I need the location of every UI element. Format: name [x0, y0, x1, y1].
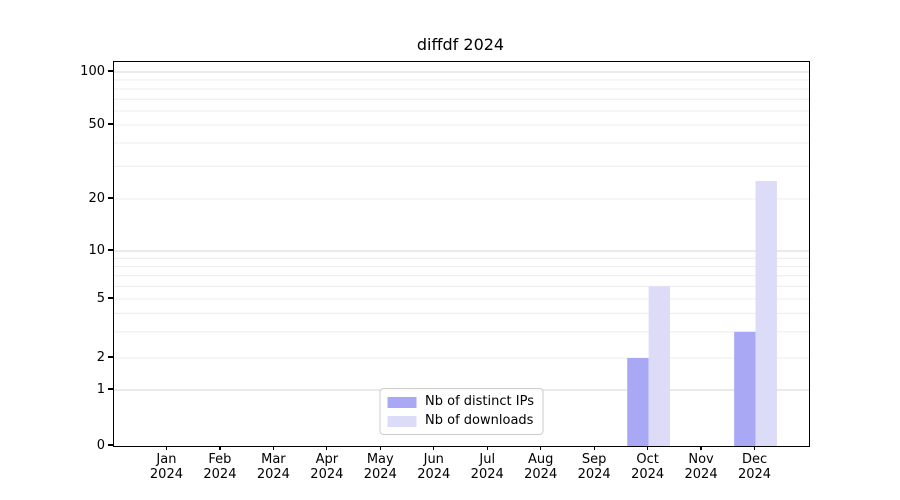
- y-tick-label-0: 0: [96, 437, 105, 453]
- x-tick-mark-nov: [700, 446, 702, 450]
- x-tick-label-dec: Dec 2024: [727, 452, 783, 482]
- x-tick-month-text: Jun: [423, 452, 444, 467]
- x-tick-label-feb: Feb 2024: [192, 452, 248, 482]
- y-tick-mark-20: [108, 197, 113, 199]
- x-tick-mark-apr: [326, 446, 328, 450]
- x-tick-label-may: May 2024: [352, 452, 408, 482]
- plot-area: Nb of distinct IPs Nb of downloads: [113, 61, 810, 447]
- x-tick-label-sep: Sep 2024: [566, 452, 622, 482]
- x-tick-month-text: Apr: [315, 452, 339, 467]
- x-tick-mark-aug: [540, 446, 542, 450]
- legend-label-downloads: Nb of downloads: [425, 413, 534, 428]
- x-tick-mark-jan: [165, 446, 168, 450]
- x-tick-month-text: May: [366, 452, 394, 467]
- x-tick-year-text: 2024: [684, 467, 718, 482]
- x-tick-mark-dec: [753, 446, 756, 450]
- x-tick-label-mar: Mar 2024: [245, 452, 301, 482]
- x-tick-label-apr: Apr 2024: [299, 452, 355, 482]
- plot-canvas: [114, 71, 809, 446]
- x-tick-label-aug: Aug 2024: [513, 452, 569, 482]
- y-tick-mark-100: [108, 70, 113, 72]
- chart-title: diffdf 2024: [416, 35, 505, 54]
- y-tick-label-50: 50: [88, 116, 105, 132]
- y-tick-mark-10: [108, 249, 113, 251]
- y-tick-label-2: 2: [96, 349, 105, 365]
- bar-downloads-oct: [648, 286, 670, 446]
- legend: Nb of distinct IPs Nb of downloads: [379, 388, 544, 435]
- x-tick-mark-oct: [647, 446, 649, 450]
- y-tick-mark-50: [108, 123, 113, 125]
- x-tick-mark-jun: [433, 446, 435, 450]
- x-tick-month-text: Jan: [156, 452, 177, 467]
- x-tick-mark-mar: [272, 446, 274, 450]
- y-tick-label-1: 1: [96, 381, 105, 397]
- x-tick-month-text: Oct: [636, 452, 659, 467]
- x-tick-year-text: 2024: [417, 467, 451, 482]
- y-tick-label-100: 100: [80, 63, 105, 79]
- y-tick-label-20: 20: [88, 190, 105, 206]
- x-tick-year-text: 2024: [256, 467, 290, 482]
- x-tick-mark-jul: [486, 446, 488, 450]
- x-tick-month-text: Feb: [208, 452, 232, 467]
- x-tick-label-oct: Oct 2024: [620, 452, 676, 482]
- legend-item-distinct-ips: Nb of distinct IPs: [387, 394, 534, 410]
- x-tick-month-text: Dec: [741, 452, 768, 467]
- legend-swatch-downloads-icon: [387, 415, 417, 427]
- y-tick-mark-1: [108, 388, 113, 390]
- x-tick-month-text: Aug: [527, 452, 554, 467]
- bar-distinct-ips-dec: [734, 331, 756, 446]
- x-tick-year-text: 2024: [631, 467, 665, 482]
- x-tick-label-jan: Jan 2024: [138, 452, 194, 482]
- x-tick-mark-sep: [593, 446, 595, 450]
- x-tick-month-text: Nov: [688, 452, 714, 467]
- legend-swatch-distinct-ips-icon: [387, 396, 417, 408]
- x-tick-year-text: 2024: [737, 467, 772, 482]
- x-tick-label-jul: Jul 2024: [459, 452, 515, 482]
- y-tick-label-5: 5: [96, 290, 105, 306]
- legend-item-downloads: Nb of downloads: [387, 413, 534, 429]
- x-tick-month-text: Mar: [261, 452, 286, 467]
- x-tick-year-text: 2024: [524, 467, 558, 482]
- bar-distinct-ips-oct: [627, 358, 649, 446]
- x-tick-mark-may: [379, 446, 381, 450]
- bar-downloads-dec: [755, 180, 777, 446]
- x-tick-year-text: 2024: [577, 467, 611, 482]
- x-tick-year-text: 2024: [149, 467, 183, 482]
- x-tick-year-text: 2024: [203, 467, 237, 482]
- x-tick-label-nov: Nov 2024: [673, 452, 729, 482]
- x-tick-year-text: 2024: [310, 467, 344, 482]
- y-tick-mark-2: [108, 356, 113, 358]
- x-tick-mark-feb: [219, 446, 221, 450]
- legend-label-distinct-ips: Nb of distinct IPs: [425, 394, 534, 409]
- y-tick-mark-0: [108, 444, 113, 446]
- x-tick-year-text: 2024: [470, 467, 504, 482]
- x-tick-month-text: Sep: [581, 452, 607, 467]
- y-tick-label-10: 10: [88, 242, 105, 258]
- x-tick-year-text: 2024: [363, 467, 397, 482]
- x-tick-label-jun: Jun 2024: [406, 452, 462, 482]
- x-tick-month-text: Jul: [479, 452, 496, 467]
- y-tick-mark-5: [108, 297, 113, 299]
